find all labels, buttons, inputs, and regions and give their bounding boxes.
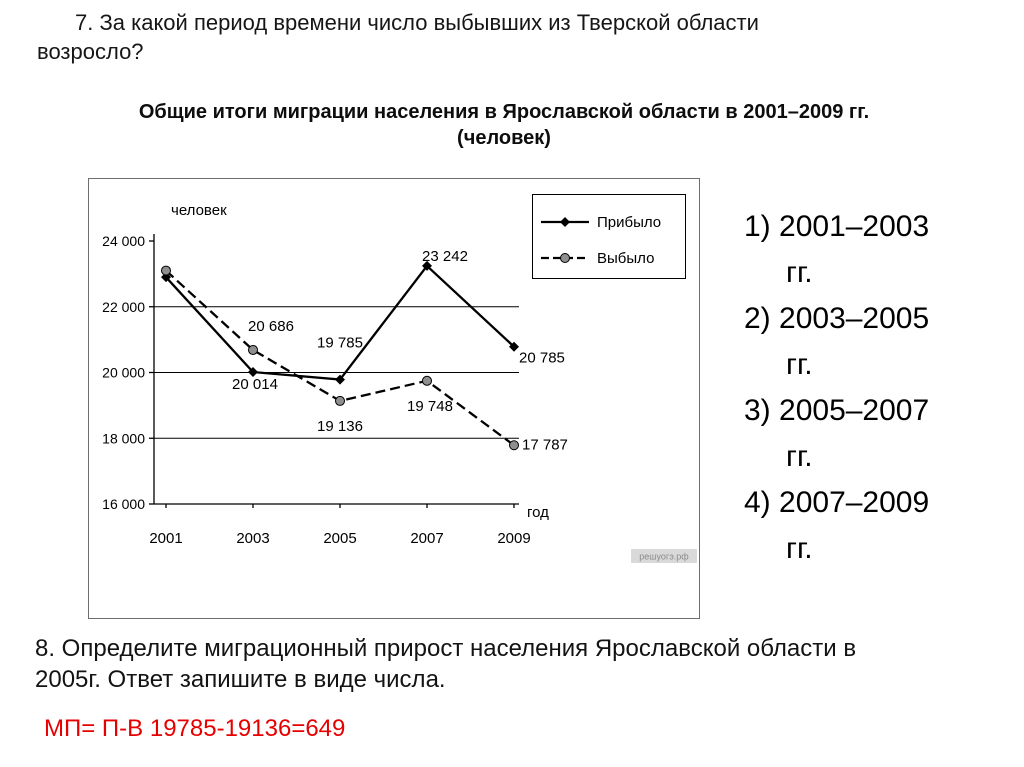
answer-option-1: 1) 2001–2003 гг. bbox=[744, 210, 930, 289]
svg-text:Прибыло: Прибыло bbox=[597, 214, 661, 231]
axis-labels: 16 000 18 000 20 000 22 000 24 000 2001 2003 20… bbox=[102, 202, 549, 547]
chart-title: Общие итоги миграции населения в Ярослав… bbox=[0, 99, 1008, 151]
question-8-line-1: 8. Определите миграционный прирост насел… bbox=[35, 635, 857, 662]
chart-container: 16 000 18 000 20 000 22 000 24 000 2001 2003 20… bbox=[88, 178, 700, 619]
chart-title-line-2: (человек) bbox=[457, 127, 551, 149]
answer-options: 1) 2001–2003 гг. 2) 2003–2005 гг. 3) 200… bbox=[744, 204, 964, 572]
svg-text:2007: 2007 bbox=[410, 530, 443, 547]
svg-text:год: год bbox=[527, 504, 549, 521]
svg-text:20 014: 20 014 bbox=[232, 376, 278, 393]
question-7-line-2: возросло? bbox=[37, 39, 144, 64]
migration-line-chart: 16 000 18 000 20 000 22 000 24 000 2001 2003 20… bbox=[102, 194, 697, 563]
axes bbox=[149, 234, 519, 508]
svg-text:18 000: 18 000 bbox=[102, 430, 145, 446]
circle-marker bbox=[248, 344, 258, 355]
svg-text:20 785: 20 785 bbox=[519, 350, 565, 367]
watermark: решуогэ.рф bbox=[631, 549, 697, 563]
solution-formula: МП= П-В 19785-19136=649 bbox=[44, 715, 346, 742]
svg-text:22 000: 22 000 bbox=[102, 299, 145, 315]
series-arrived: 20 014 19 785 23 242 20 785 bbox=[161, 248, 565, 393]
question-7-line-1: 7. За какой период времени число выбывши… bbox=[75, 10, 759, 35]
svg-text:16 000: 16 000 bbox=[102, 496, 145, 512]
svg-text:2009: 2009 bbox=[497, 530, 530, 547]
svg-text:20 000: 20 000 bbox=[102, 365, 145, 381]
diamond-marker bbox=[248, 367, 258, 378]
circle-marker bbox=[335, 395, 345, 406]
svg-text:17 787: 17 787 bbox=[522, 436, 568, 453]
svg-text:19 785: 19 785 bbox=[317, 335, 363, 352]
svg-text:23 242: 23 242 bbox=[422, 248, 468, 265]
svg-text:решуогэ.рф: решуогэ.рф bbox=[639, 552, 689, 562]
circle-marker bbox=[422, 375, 432, 386]
svg-text:24 000: 24 000 bbox=[102, 233, 145, 249]
svg-text:2001: 2001 bbox=[149, 530, 182, 547]
answer-option-3: 3) 2005–2007 гг. bbox=[744, 394, 930, 473]
diamond-marker bbox=[335, 374, 345, 385]
answer-option-4: 4) 2007–2009 гг. bbox=[744, 486, 930, 565]
svg-text:человек: человек bbox=[171, 202, 227, 219]
svg-text:19 136: 19 136 bbox=[317, 418, 363, 435]
svg-text:Выбыло: Выбыло bbox=[597, 250, 654, 267]
svg-text:2003: 2003 bbox=[236, 530, 269, 547]
question-8-text: 8. Определите миграционный прирост насел… bbox=[35, 633, 1024, 695]
svg-text:19 748: 19 748 bbox=[407, 398, 453, 415]
circle-marker bbox=[161, 265, 171, 276]
diamond-marker bbox=[560, 217, 570, 227]
diamond-marker bbox=[509, 341, 519, 352]
circle-marker bbox=[509, 440, 519, 451]
legend: Прибыло Выбыло bbox=[532, 194, 686, 279]
diamond-marker bbox=[422, 260, 432, 271]
question-7-text: 7. За какой период времени число выбывши… bbox=[37, 8, 949, 66]
svg-text:2005: 2005 bbox=[323, 530, 356, 547]
series-departed: 20 686 19 136 19 748 17 787 bbox=[161, 265, 568, 453]
question-8-line-2: 2005г. Ответ запишите в виде числа. bbox=[35, 666, 446, 693]
svg-text:20 686: 20 686 bbox=[248, 318, 294, 335]
answer-option-2: 2) 2003–2005 гг. bbox=[744, 302, 930, 381]
gridlines bbox=[154, 306, 519, 439]
chart-title-line-1: Общие итоги миграции населения в Ярослав… bbox=[138, 101, 870, 123]
circle-marker bbox=[560, 253, 570, 263]
